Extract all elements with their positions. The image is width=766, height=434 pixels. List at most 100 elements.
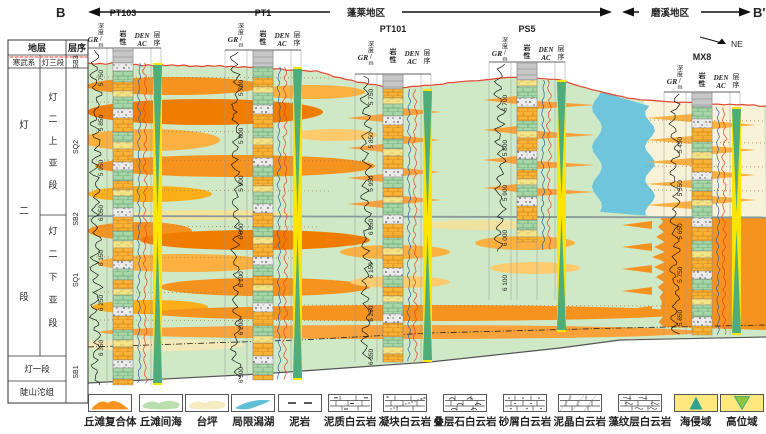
mound-shoal-lens <box>80 129 220 151</box>
lith-block-ob <box>112 81 134 92</box>
gr-curve <box>359 75 373 362</box>
lith-block-gb <box>252 191 274 205</box>
cell-formation: 灯二段 <box>19 120 29 303</box>
sequence-header-label: 序 <box>424 56 431 65</box>
sequence-track <box>557 80 566 332</box>
mound-tongue <box>622 243 652 251</box>
lith-block-yl <box>691 199 713 207</box>
lith-block-sp <box>691 217 713 228</box>
depth-label: 5 750 <box>98 69 105 86</box>
seq-sq2: SQ2 <box>73 140 80 154</box>
lith-block-sp <box>691 316 713 327</box>
well-name-label: PT103 <box>110 8 137 18</box>
seq-sb2: SB2 <box>73 212 80 225</box>
lith-block-gb <box>382 176 404 189</box>
region-moxi-label: 磨溪地区 <box>650 7 690 19</box>
arrow-left2-icon <box>622 7 634 17</box>
hst-wedge <box>423 91 432 218</box>
den-label: DEN <box>134 32 151 40</box>
depth-header-label: / <box>679 79 681 85</box>
lith-block-ob <box>382 223 404 239</box>
mound-shoal-lens <box>293 129 377 141</box>
lith-block-sp <box>382 115 404 126</box>
lith-block-sp <box>112 207 134 218</box>
depth-header-label: / <box>240 37 242 43</box>
mound-tongue <box>403 196 441 204</box>
lith-block-sp <box>112 260 134 270</box>
mound-tongue <box>646 158 692 166</box>
lith-block-ob <box>691 190 713 201</box>
lith-block-ob <box>691 289 713 300</box>
hst-wedge <box>557 82 566 198</box>
lith-block-yl <box>112 288 134 296</box>
hst-wedge <box>293 69 302 216</box>
wavy-lamina <box>624 402 634 405</box>
lith-block-ob <box>516 169 538 180</box>
lagoon-swatch-icon <box>231 394 276 412</box>
lith-block-ob <box>112 247 134 262</box>
depth-label: 6 100 <box>238 271 245 288</box>
lith-block-yl <box>516 79 538 87</box>
legend-label: 局限潟湖 <box>232 416 275 428</box>
legend-label: 海侵域 <box>679 416 712 428</box>
speckle-dot <box>411 401 413 403</box>
depth-header-label: / <box>504 51 506 57</box>
depth-label: 5 950 <box>98 159 105 176</box>
lith-block-sp <box>112 306 134 317</box>
sequence-header-label: 层 <box>294 31 301 39</box>
sequence-track <box>423 89 432 362</box>
overburden-cap <box>112 47 134 64</box>
depth-label: 5 850 <box>677 309 684 326</box>
wavy-lamina <box>622 396 632 400</box>
depth-label: 5 700 <box>502 94 509 111</box>
speckle-dot <box>423 397 425 399</box>
sand-dot <box>508 397 510 399</box>
muddy-dolomite-swatch-icon <box>328 394 373 412</box>
lith-block-ob <box>382 124 404 140</box>
legend-label: 泥岩 <box>289 416 311 428</box>
mound-shoal-lens <box>125 210 295 220</box>
lith-block-gb <box>382 336 404 348</box>
gr-label: GR <box>358 53 368 62</box>
lith-block-ob <box>112 315 134 331</box>
depth-label: 6 000 <box>238 223 245 240</box>
lith-block-sp <box>382 267 404 277</box>
speckle-dot <box>424 397 426 399</box>
depth-label: 6 300 <box>238 366 245 383</box>
sand-dot <box>510 407 512 410</box>
lith-block-yl <box>112 141 134 150</box>
well-PT101: 5 750 5 850 5 950 6 050 6 150 6 250 6 350 GR深度/… <box>354 24 432 365</box>
depth-header-label: m <box>678 85 683 91</box>
lith-block-gb <box>382 301 404 315</box>
facies-body <box>75 62 766 383</box>
mound-tongue <box>403 168 441 176</box>
den-curve <box>541 79 546 251</box>
depth-header-label: 深 <box>502 36 508 44</box>
cream-shape <box>188 400 227 410</box>
lith-block-gb <box>382 103 404 117</box>
unconformity-line <box>87 62 766 108</box>
gr-curve <box>493 63 507 252</box>
sequence-header-label: 序 <box>154 38 161 47</box>
legend-item-thrombolite: 凝块白云岩 <box>379 394 431 429</box>
legend-label: 台坪 <box>196 416 218 428</box>
depth-header-label: 度 <box>502 42 508 50</box>
overburden-cap <box>382 73 404 90</box>
lith-block-ob <box>691 127 713 143</box>
seq-sq1: SQ1 <box>73 273 80 287</box>
lith-block-gb <box>252 363 274 376</box>
lith-block-gb <box>112 70 134 83</box>
lith-block-sp <box>252 203 274 214</box>
legend-item-lagoon: 局限潟湖 <box>231 394 276 429</box>
speckle-dot <box>399 405 401 407</box>
lith-block-yl <box>516 229 538 238</box>
lith-block-ob <box>252 342 274 357</box>
dome-arc <box>456 402 464 406</box>
depth-header-label: 度 <box>368 46 374 54</box>
speckle-dot <box>396 406 398 408</box>
hst-triangle <box>733 396 751 411</box>
lith-block-gb <box>112 367 134 380</box>
sequence-track <box>732 107 741 335</box>
depth-label: 5 650 <box>677 223 684 240</box>
